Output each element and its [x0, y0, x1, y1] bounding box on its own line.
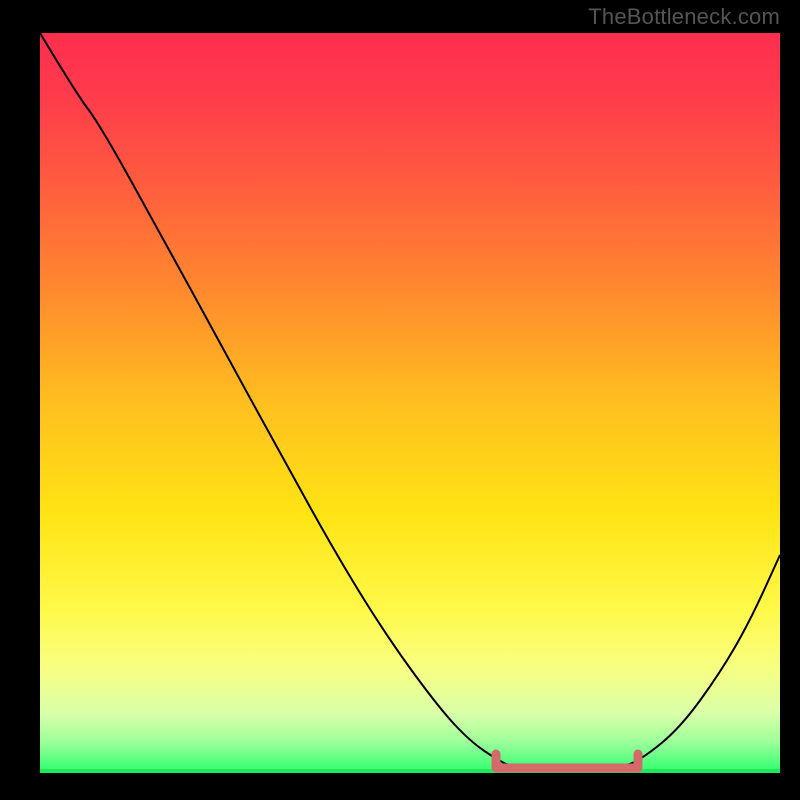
bottleneck-chart	[40, 33, 780, 773]
watermark-text: TheBottleneck.com	[588, 4, 780, 30]
gradient-background	[40, 33, 780, 773]
bottom-green-band	[40, 769, 780, 773]
chart-svg	[40, 33, 780, 773]
